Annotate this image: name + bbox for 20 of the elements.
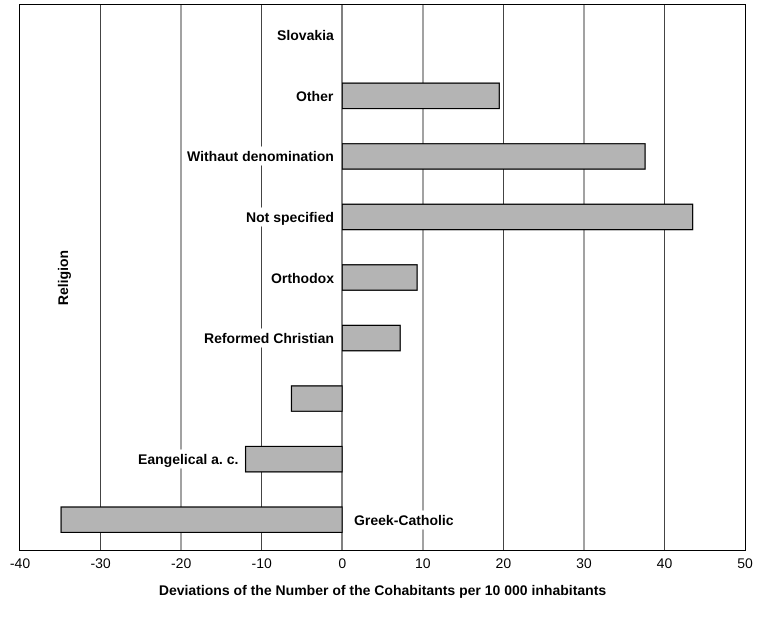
- y-tick-label: Eangelical a. c.: [138, 451, 238, 467]
- x-tick-label: -20: [170, 554, 192, 571]
- x-tick-label: -30: [90, 554, 111, 571]
- y-tick-label: Reformed Christian: [204, 330, 334, 346]
- y-tick-label: Other: [296, 88, 334, 104]
- x-tick-label: 20: [496, 554, 512, 571]
- x-tick-label: 0: [338, 554, 346, 571]
- y-tick-label: Slovakia: [277, 27, 334, 43]
- x-axis-title: Deviations of the Number of the Cohabitants per 10 000 inhabitants: [158, 582, 606, 598]
- x-tick-label: 50: [737, 554, 753, 571]
- y-axis-title: Religion: [55, 250, 72, 306]
- x-tick-label: 10: [414, 554, 431, 571]
- x-tick-label: -40: [10, 554, 30, 571]
- y-tick-label: Withaut denomination: [187, 148, 334, 164]
- y-tick-label: Greek-Catholic: [354, 512, 454, 528]
- y-tick-label: Not specified: [246, 209, 334, 225]
- y-tick-label: Orthodox: [271, 270, 334, 286]
- x-tick-label: 40: [656, 554, 672, 571]
- x-tick-label: -10: [252, 554, 272, 571]
- x-tick-label: 30: [576, 554, 592, 571]
